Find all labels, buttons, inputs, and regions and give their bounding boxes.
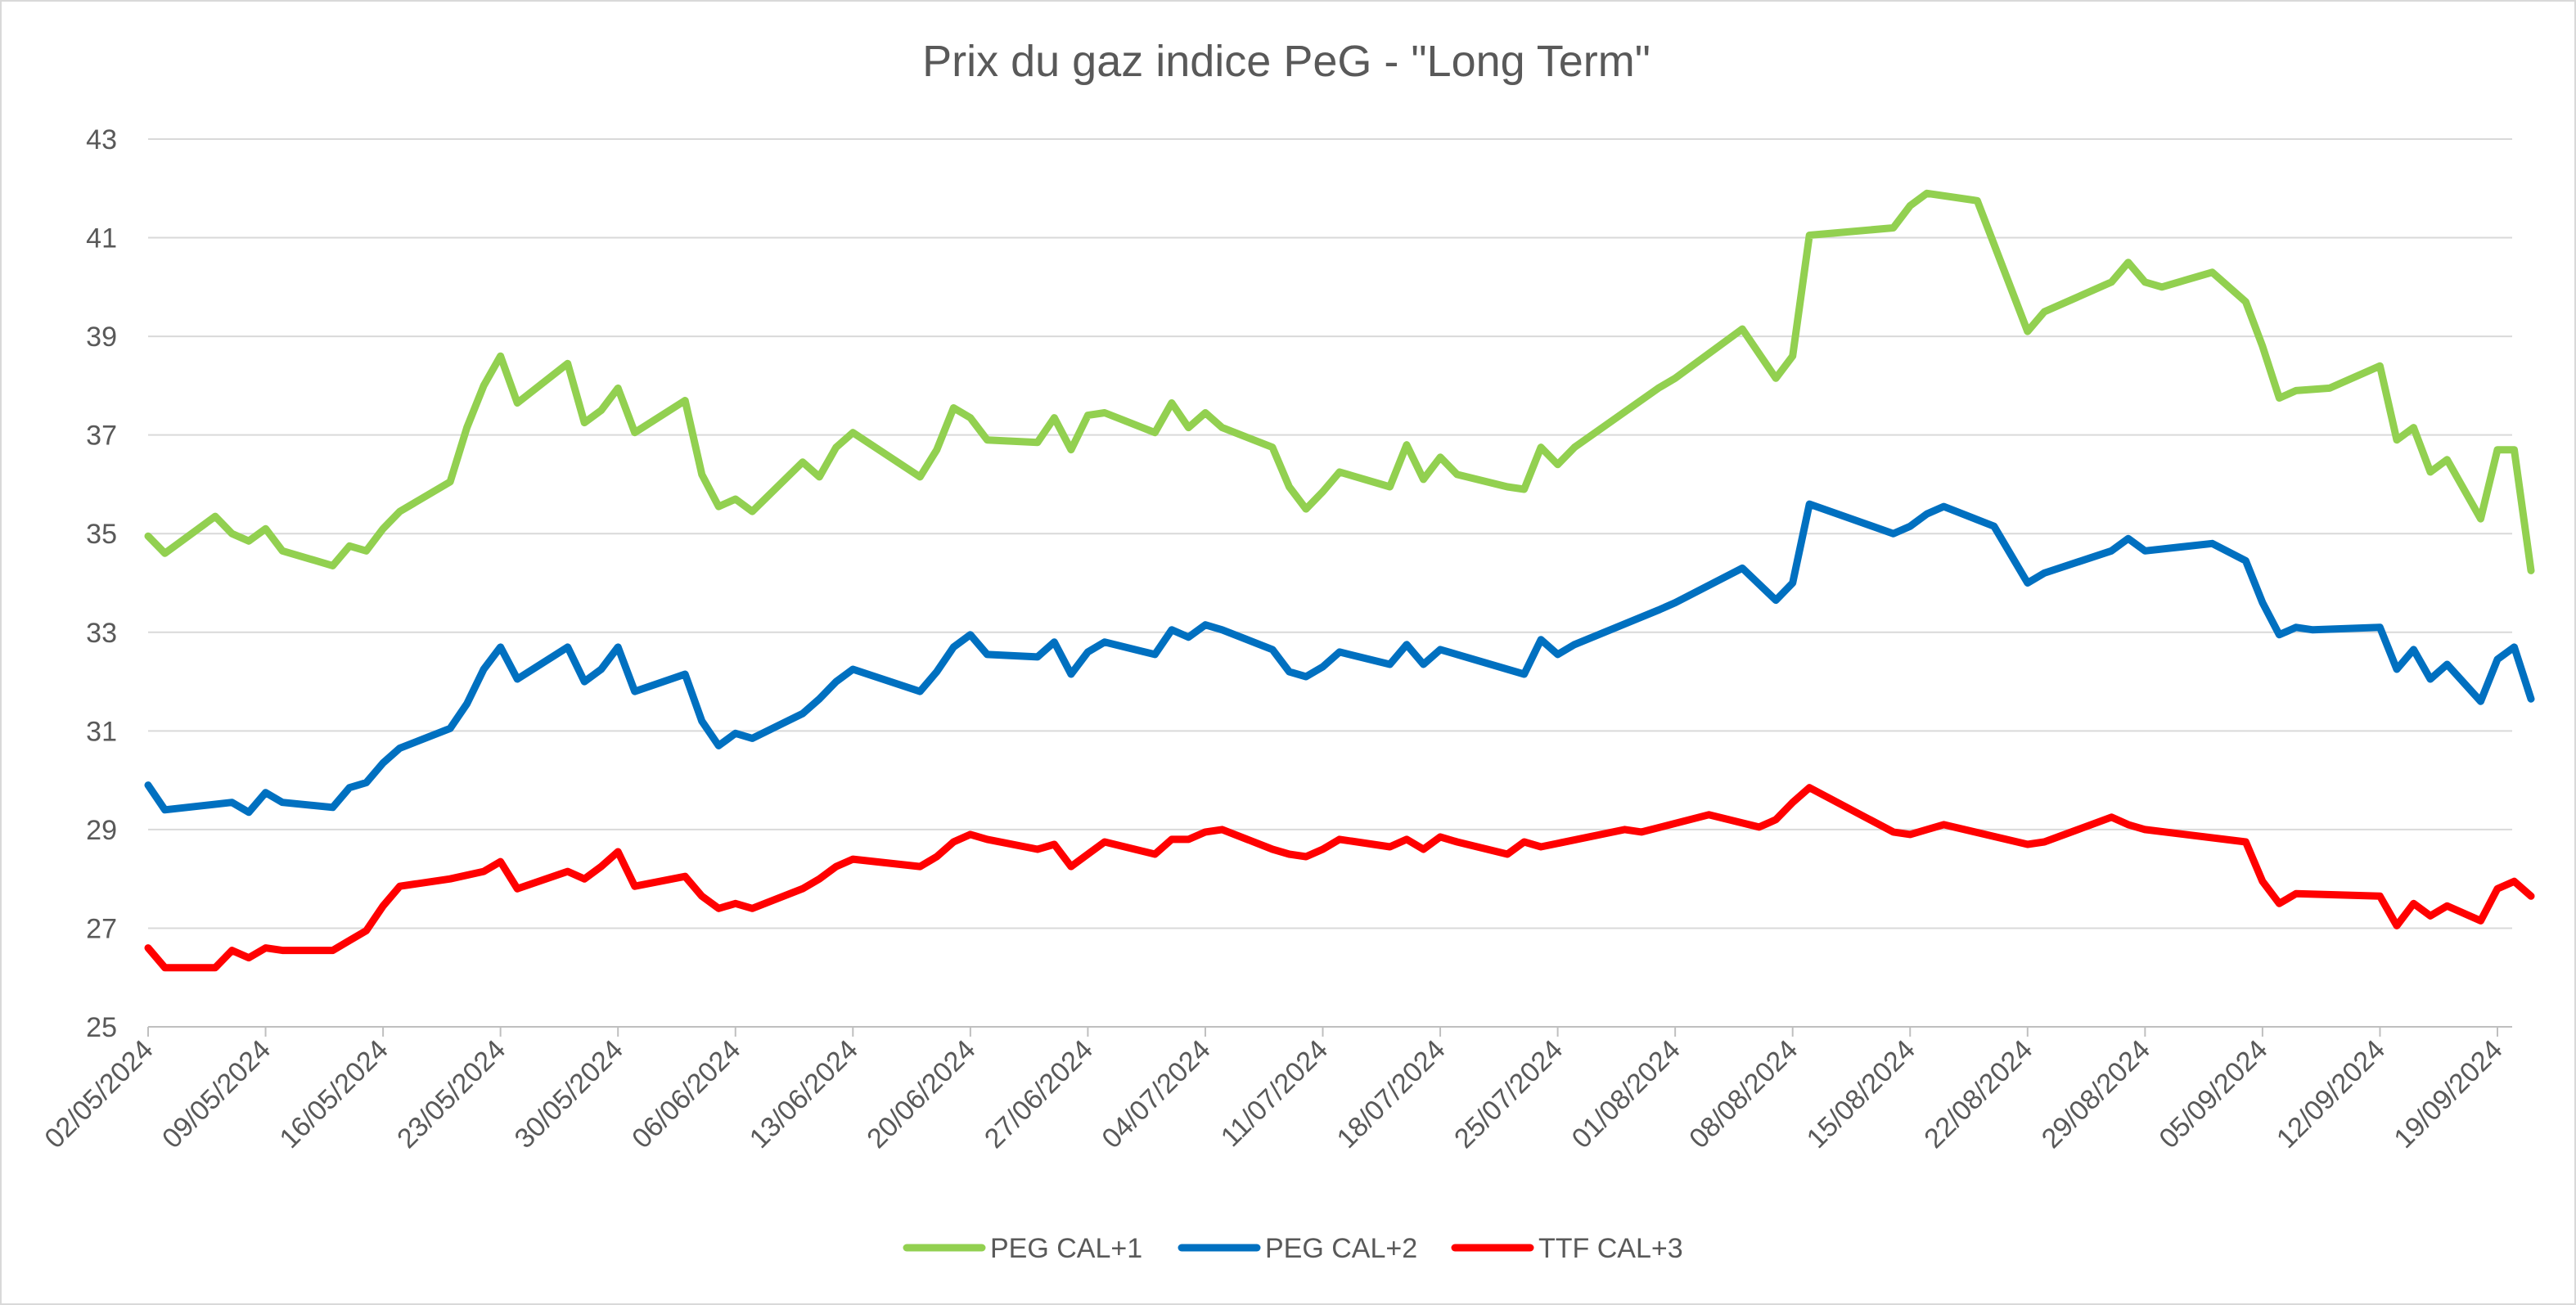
x-tick-label: 12/09/2024	[2271, 1034, 2391, 1154]
x-tick-label: 20/06/2024	[861, 1034, 981, 1154]
x-tick-label: 01/08/2024	[1566, 1034, 1687, 1154]
y-axis-ticks: 25 27 29 31 33 35 37 39 41 43	[86, 124, 117, 1043]
y-tick-label: 25	[86, 1012, 117, 1043]
x-tick-label: 15/08/2024	[1801, 1034, 1921, 1154]
legend: PEG CAL+1 PEG CAL+2 TTF CAL+3	[903, 1233, 1683, 1264]
series-line-ttf-cal-3	[144, 784, 2535, 972]
legend-label-peg-cal-2: PEG CAL+2	[1265, 1233, 1417, 1264]
x-tick-label: 29/08/2024	[2036, 1034, 2156, 1154]
x-axis-ticks: 02/05/202409/05/202416/05/202423/05/2024…	[38, 1027, 2509, 1154]
y-tick-label: 29	[86, 815, 117, 846]
x-tick-label: 08/08/2024	[1683, 1034, 1804, 1154]
legend-label-peg-cal-1: PEG CAL+1	[990, 1233, 1142, 1264]
x-tick-label: 11/07/2024	[1215, 1034, 1334, 1153]
chart-title: Prix du gaz indice PeG - "Long Term"	[922, 37, 1651, 86]
x-tick-label: 30/05/2024	[509, 1034, 629, 1154]
x-tick-label: 18/07/2024	[1331, 1034, 1452, 1154]
x-tick-label: 25/07/2024	[1448, 1034, 1569, 1154]
x-tick-label: 06/06/2024	[626, 1034, 746, 1154]
x-tick-label: 16/05/2024	[274, 1034, 394, 1154]
series-line-peg-cal-1	[144, 189, 2535, 574]
x-tick-label: 02/05/2024	[38, 1034, 159, 1154]
y-tick-label: 39	[86, 322, 117, 353]
y-tick-label: 37	[86, 421, 117, 452]
series-lines	[144, 189, 2535, 972]
y-tick-label: 43	[86, 124, 117, 155]
x-tick-label: 23/05/2024	[391, 1034, 511, 1154]
x-tick-label: 22/08/2024	[1918, 1034, 2038, 1154]
y-tick-label: 35	[86, 519, 117, 550]
y-tick-label: 41	[86, 223, 117, 254]
x-tick-label: 13/06/2024	[744, 1034, 864, 1154]
x-tick-label: 05/09/2024	[2153, 1034, 2273, 1154]
legend-label-ttf-cal-3: TTF CAL+3	[1538, 1233, 1683, 1264]
y-tick-label: 33	[86, 618, 117, 649]
series-line-peg-cal-2	[144, 500, 2535, 817]
x-tick-label: 09/05/2024	[156, 1034, 277, 1154]
gridlines	[148, 138, 2512, 1028]
x-tick-label: 04/07/2024	[1096, 1034, 1216, 1154]
x-tick-label: 27/06/2024	[979, 1034, 1099, 1154]
x-tick-label: 19/09/2024	[2388, 1034, 2508, 1154]
y-tick-label: 31	[86, 716, 117, 747]
y-tick-label: 27	[86, 913, 117, 944]
